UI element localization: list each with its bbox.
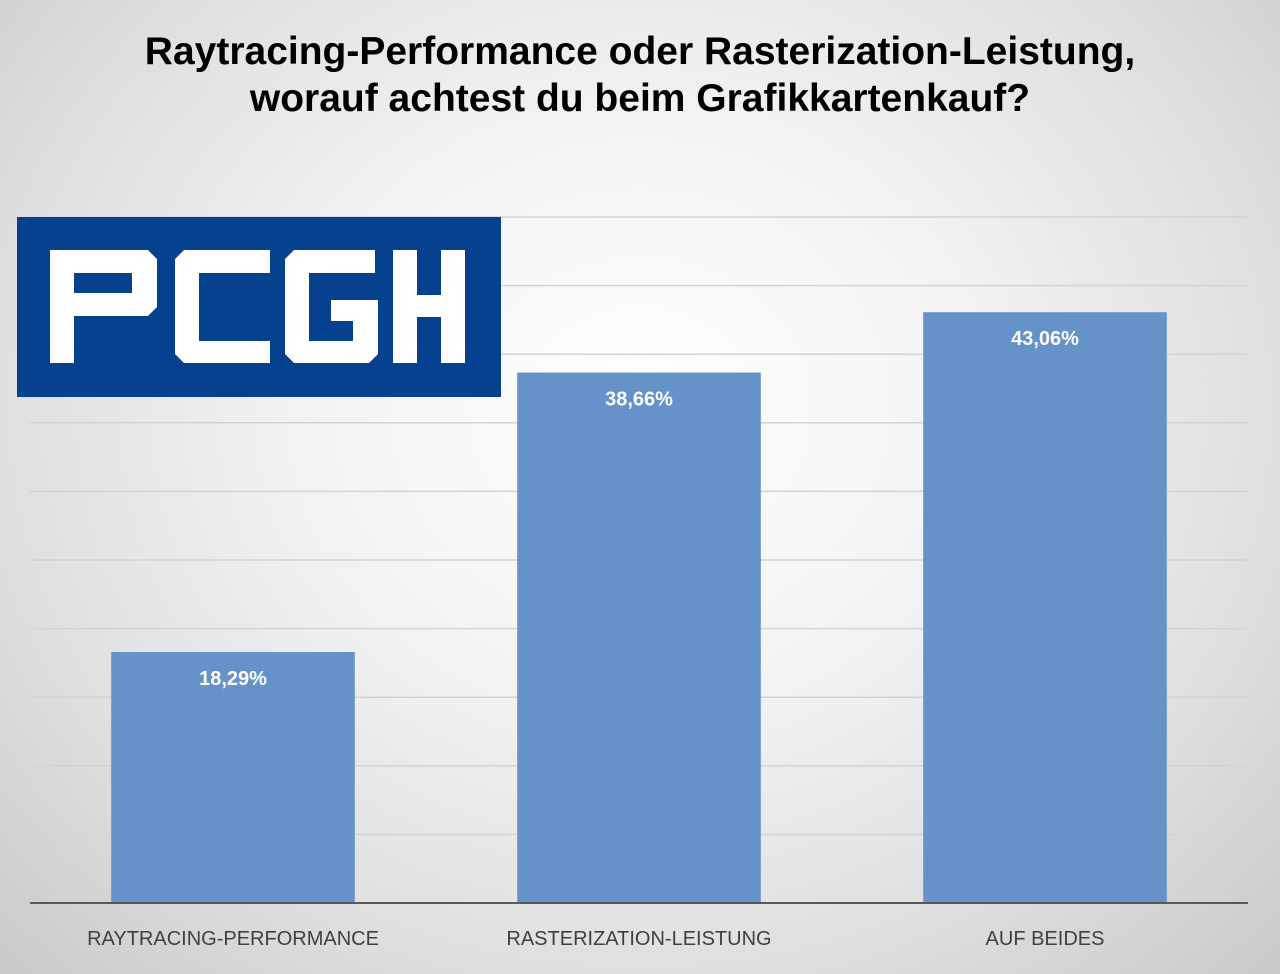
data-label: 38,66% (605, 389, 673, 411)
bars: 18,29% 38,66% 43,06% (111, 312, 1167, 903)
pcgh-logo (17, 217, 501, 397)
x-tick-label: RASTERIZATION-LEISTUNG (506, 928, 771, 950)
pcgh-logo-mark (50, 250, 465, 363)
bar (517, 372, 761, 903)
x-tick-label: AUF BEIDES (986, 928, 1105, 950)
x-tick-label: RAYTRACING-PERFORMANCE (87, 928, 379, 950)
data-label: 18,29% (199, 668, 267, 690)
chart-title: Raytracing-Performance oder Rasterizatio… (144, 30, 1136, 120)
data-label: 43,06% (1011, 328, 1079, 350)
bar (923, 312, 1167, 903)
bar (111, 652, 355, 903)
x-axis: RAYTRACING-PERFORMANCE RASTERIZATION-LEIS… (30, 902, 1248, 950)
